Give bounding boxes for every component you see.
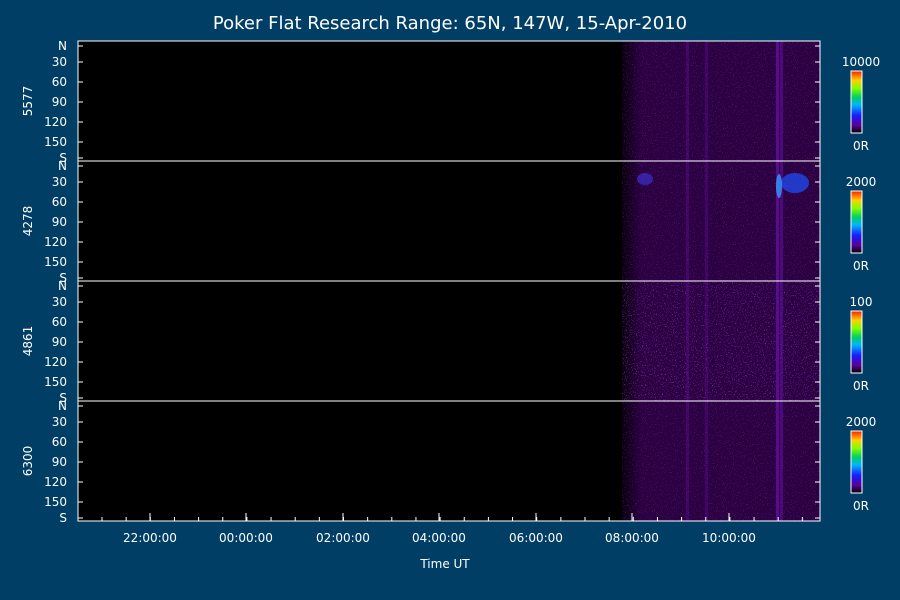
colorbar-max-label: 2000 xyxy=(846,415,877,429)
panel-ylabel: 6300 xyxy=(21,446,35,477)
y-tick-label: 60 xyxy=(52,195,67,209)
emission-streak xyxy=(686,281,689,401)
y-tick-label: 120 xyxy=(44,355,67,369)
y-tick-label: 90 xyxy=(52,455,67,469)
x-axis: 22:00:00 00:00:00 02:00:00 04:00:00 06:00:00… xyxy=(78,513,820,545)
emission-streak xyxy=(776,161,779,281)
panel-6300: N 30 60 90 120 150 S 6300 2000 0R xyxy=(21,399,876,525)
panel-4278: N 30 60 90 120 150 S 4278 2000 0R xyxy=(21,159,876,285)
colorbar-max-label: 2000 xyxy=(846,175,877,189)
emission-streak xyxy=(686,401,689,521)
colorbar xyxy=(850,70,863,134)
emission-speckle xyxy=(622,41,820,161)
emission-hotspot xyxy=(781,173,809,193)
y-tick-label: 30 xyxy=(52,415,67,429)
y-tick-label: 120 xyxy=(44,475,67,489)
colorbar xyxy=(850,190,863,254)
y-tick-label: 60 xyxy=(52,435,67,449)
panel-4861: N 30 60 90 120 150 S 4861 100 0R xyxy=(21,279,872,405)
emission-streak xyxy=(705,161,708,281)
y-tick-label: S xyxy=(59,391,67,405)
emission-hotspot xyxy=(637,173,653,185)
colorbar-min-label: 0R xyxy=(853,139,869,153)
emission-streak xyxy=(780,161,783,281)
emission-speckle xyxy=(622,281,820,401)
y-tick-label: 120 xyxy=(44,235,67,249)
y-tick-label: 150 xyxy=(44,135,67,149)
colorbar xyxy=(850,310,863,374)
emission-streak xyxy=(780,401,783,521)
x-tick-label: 00:00:00 xyxy=(219,531,273,545)
x-tick-label: 06:00:00 xyxy=(509,531,563,545)
chart-title: Poker Flat Research Range: 65N, 147W, 15… xyxy=(213,13,687,34)
y-tick-label: N xyxy=(58,399,67,413)
emission-speckle xyxy=(622,401,820,521)
y-tick-label: N xyxy=(58,159,67,173)
y-tick-label: S xyxy=(59,151,67,165)
emission-streak xyxy=(686,161,689,281)
y-tick-label: N xyxy=(58,39,67,53)
emission-streak xyxy=(705,281,708,401)
emission-streak xyxy=(705,401,708,521)
emission-streak xyxy=(686,41,689,161)
emission-streak xyxy=(776,41,779,161)
panel-ylabel: 4861 xyxy=(21,326,35,357)
emission-streak xyxy=(776,281,779,401)
y-tick-label: 30 xyxy=(52,295,67,309)
y-tick-label: S xyxy=(59,271,67,285)
panels: N 30 60 90 120 150 S 5577 10000 0R N 30 60 90 120 150 S 4… xyxy=(21,39,880,525)
y-tick-label: 90 xyxy=(52,95,67,109)
y-tick-label: S xyxy=(59,511,67,525)
colorbar-max-label: 10000 xyxy=(842,55,880,69)
emission-streak xyxy=(780,41,783,161)
emission-streak xyxy=(780,281,783,401)
y-tick-label: N xyxy=(58,279,67,293)
y-tick-label: 60 xyxy=(52,75,67,89)
colorbar-min-label: 0R xyxy=(853,379,869,393)
emission-hotspot xyxy=(776,174,782,198)
x-tick-label: 04:00:00 xyxy=(412,531,466,545)
colorbar-min-label: 0R xyxy=(853,499,869,513)
y-tick-label: 90 xyxy=(52,215,67,229)
y-tick-label: 150 xyxy=(44,255,67,269)
colorbar-min-label: 0R xyxy=(853,259,869,273)
colorbar-max-label: 100 xyxy=(850,295,873,309)
y-tick-label: 60 xyxy=(52,315,67,329)
x-axis-label: Time UT xyxy=(419,557,470,571)
y-tick-label: 150 xyxy=(44,495,67,509)
x-tick-label: 22:00:00 xyxy=(123,531,177,545)
x-tick-label: 02:00:00 xyxy=(316,531,370,545)
emission-streak xyxy=(705,41,708,161)
y-tick-label: 150 xyxy=(44,375,67,389)
panel-5577: N 30 60 90 120 150 S 5577 10000 0R xyxy=(21,39,880,165)
y-tick-label: 120 xyxy=(44,115,67,129)
y-tick-label: 30 xyxy=(52,175,67,189)
emission-streak xyxy=(776,401,779,521)
x-tick-label: 08:00:00 xyxy=(605,531,659,545)
panel-ylabel: 5577 xyxy=(21,86,35,117)
y-tick-label: 90 xyxy=(52,335,67,349)
colorbar xyxy=(850,430,863,494)
x-tick-label: 10:00:00 xyxy=(702,531,756,545)
panel-ylabel: 4278 xyxy=(21,206,35,237)
y-tick-label: 30 xyxy=(52,55,67,69)
